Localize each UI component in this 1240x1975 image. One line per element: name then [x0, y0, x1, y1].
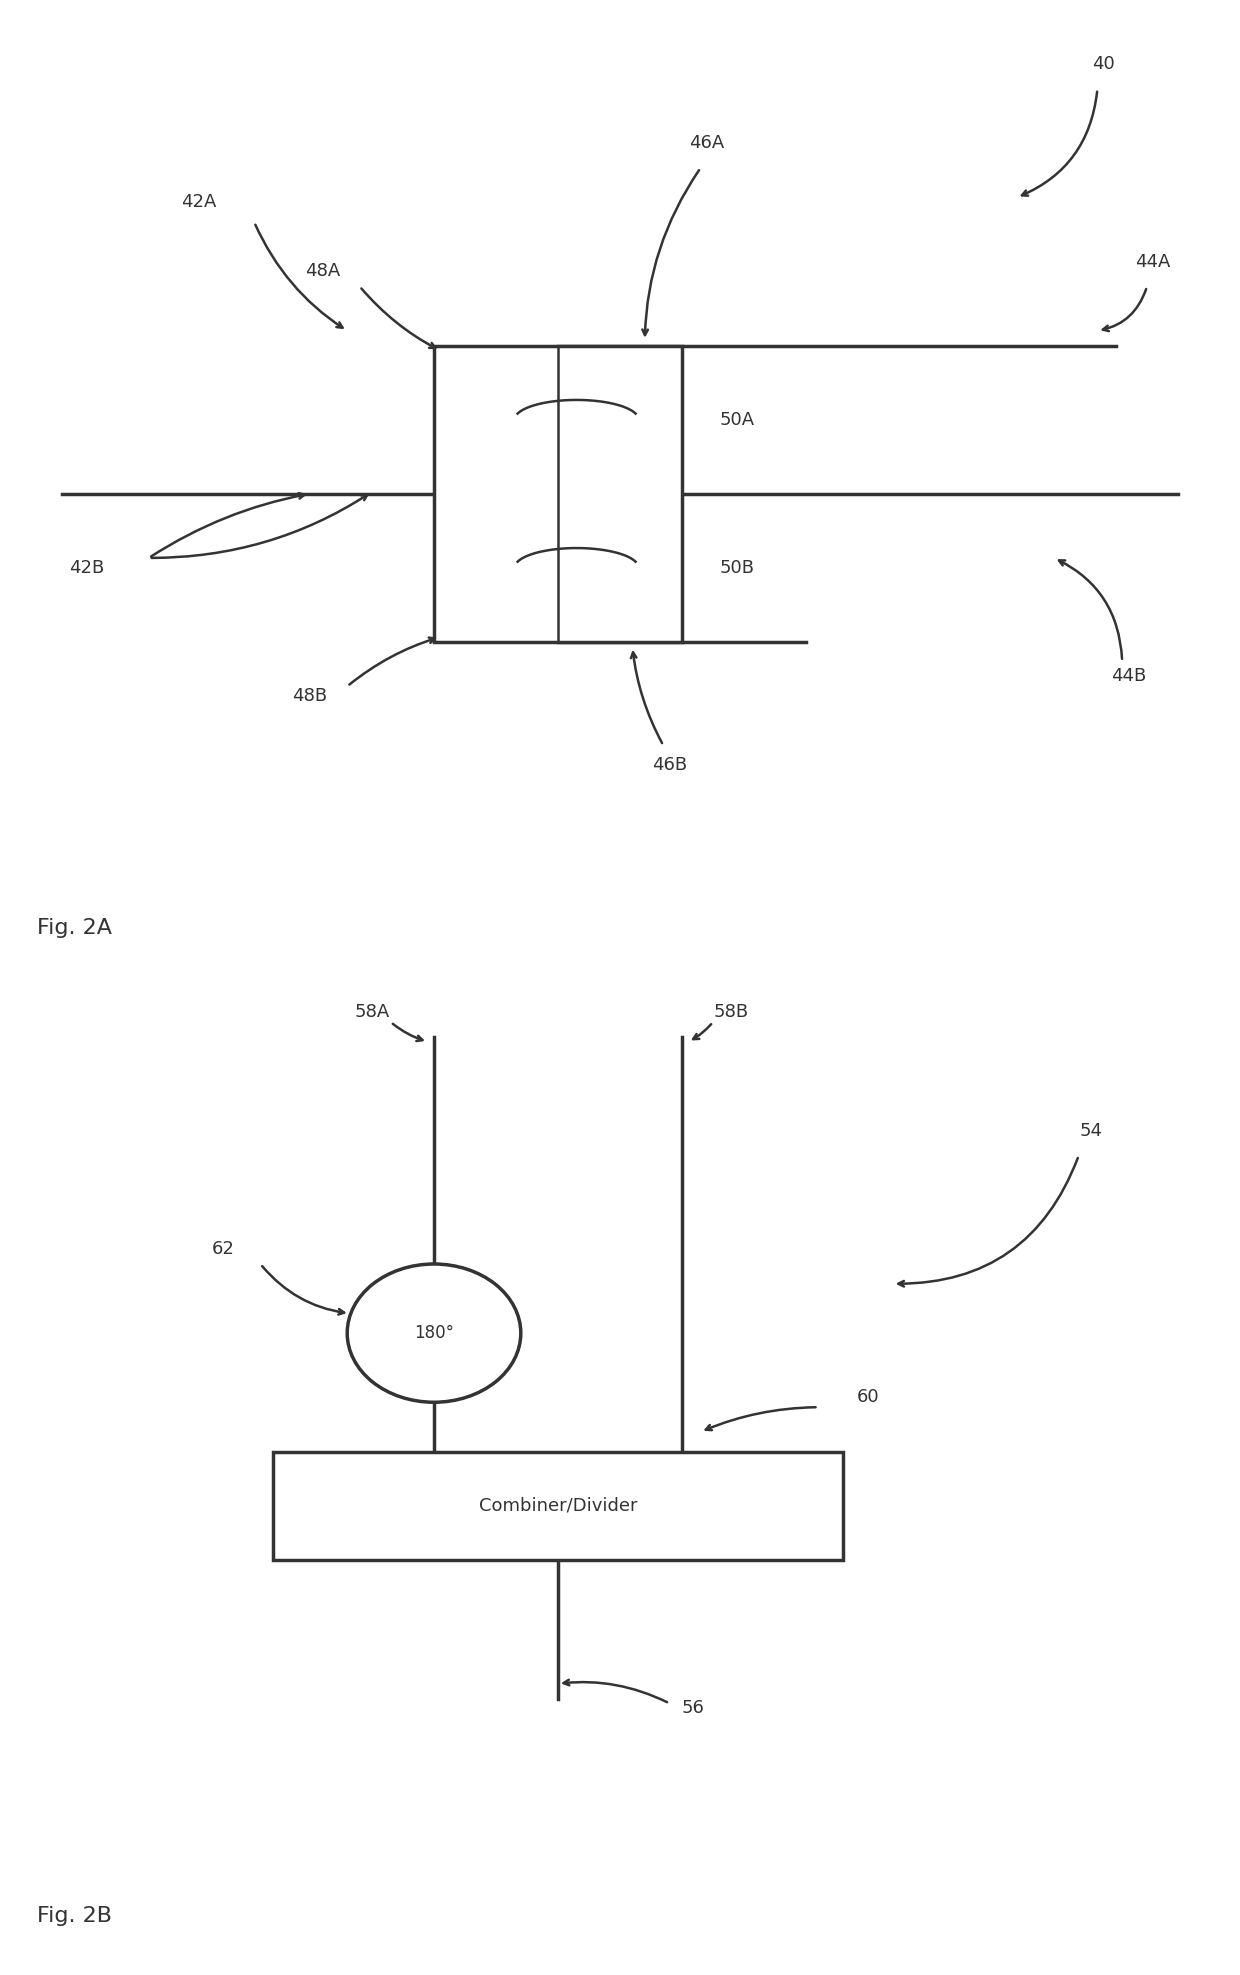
Text: 62: 62 — [212, 1240, 234, 1258]
Text: 50A: 50A — [719, 411, 754, 429]
Text: 54: 54 — [1080, 1122, 1102, 1140]
Text: 40: 40 — [1092, 55, 1115, 73]
Text: Fig. 2B: Fig. 2B — [37, 1906, 112, 1926]
Bar — [434, 346, 682, 642]
Text: 48A: 48A — [305, 263, 340, 280]
Text: 48B: 48B — [293, 687, 327, 705]
Text: 60: 60 — [857, 1388, 879, 1406]
Text: 44B: 44B — [1111, 668, 1146, 685]
Text: 44A: 44A — [1136, 253, 1171, 271]
Text: 42A: 42A — [181, 194, 216, 211]
Bar — [273, 1452, 843, 1560]
Text: 46A: 46A — [689, 134, 724, 152]
Text: Fig. 2A: Fig. 2A — [37, 918, 112, 938]
Text: 58B: 58B — [714, 1003, 749, 1021]
Text: 56: 56 — [682, 1698, 704, 1718]
Circle shape — [347, 1264, 521, 1402]
Text: 58A: 58A — [355, 1003, 389, 1021]
Text: 42B: 42B — [69, 559, 104, 577]
Text: 180°: 180° — [414, 1323, 454, 1343]
Text: 50B: 50B — [719, 559, 754, 577]
Text: Combiner/Divider: Combiner/Divider — [479, 1497, 637, 1515]
Text: 46B: 46B — [652, 756, 687, 774]
